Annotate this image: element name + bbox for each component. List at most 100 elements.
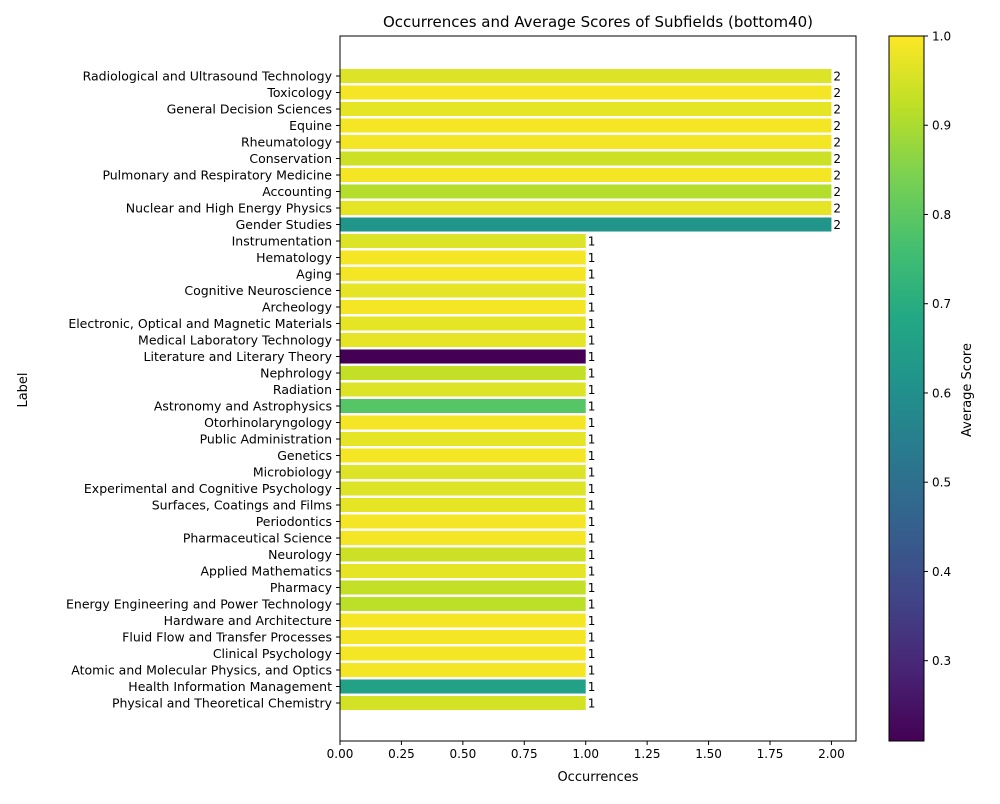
bar-value-label: 1 (588, 350, 596, 364)
bar (340, 101, 832, 117)
x-axis-ticks: 0.00 0.25 0.50 0.75 1.00 1.25 1.50 1.75 2.00 (327, 741, 845, 761)
bar (340, 316, 586, 331)
y-tick-label: Public Administration (200, 432, 332, 447)
bar (340, 695, 586, 711)
bar (340, 68, 832, 84)
y-tick-label: Electronic, Optical and Magnetic Materia… (68, 316, 332, 331)
bar (340, 613, 586, 628)
bar-value-label: 1 (588, 598, 596, 612)
y-tick-label: Periodontics (256, 514, 332, 529)
bar-value-label: 2 (833, 136, 841, 150)
bar-value-label: 1 (588, 664, 596, 678)
bar-value-label: 1 (588, 499, 596, 513)
y-tick-label: General Decision Sciences (167, 102, 332, 117)
bar (340, 250, 586, 265)
bar (340, 217, 832, 232)
colorbar-label: Average Score (960, 343, 975, 437)
bar-value-label: 1 (588, 383, 596, 397)
bar (340, 167, 832, 183)
y-tick-label: Atomic and Molecular Physics, and Optics (71, 663, 332, 678)
x-tick-label: 0.75 (511, 747, 538, 761)
colorbar-tick-label: 0.8 (932, 208, 951, 222)
y-tick-label: Nuclear and High Energy Physics (126, 201, 332, 216)
colorbar-tick-label: 0.7 (932, 297, 951, 311)
bar-value-label: 1 (588, 565, 596, 579)
bar-value-label: 1 (588, 466, 596, 480)
y-tick-labels: Radiological and Ultrasound TechnologyTo… (66, 69, 340, 711)
bar-value-label: 1 (588, 532, 596, 546)
bar (340, 349, 586, 364)
y-tick-label: Radiation (273, 382, 332, 397)
y-tick-label: Experimental and Cognitive Psychology (84, 481, 333, 496)
colorbar-tick-label: 0.3 (932, 654, 951, 668)
bar-value-label: 2 (833, 169, 841, 183)
bar-value-label: 2 (833, 103, 841, 117)
y-tick-label: Hematology (256, 250, 333, 265)
bar (340, 134, 832, 150)
chart-title: Occurrences and Average Scores of Subfie… (383, 13, 813, 31)
bar-value-label: 1 (588, 400, 596, 414)
x-tick-label: 1.75 (757, 747, 784, 761)
bar (340, 514, 586, 529)
bar (340, 184, 832, 199)
colorbar (888, 35, 925, 742)
x-tick-label: 0.00 (327, 747, 354, 761)
y-tick-label: Literature and Literary Theory (144, 349, 333, 364)
bar (340, 266, 586, 282)
colorbar-tick-label: 0.5 (932, 476, 951, 490)
y-tick-label: Physical and Theoretical Chemistry (112, 696, 333, 711)
y-tick-label: Energy Engineering and Power Technology (66, 597, 333, 612)
bar (340, 200, 832, 216)
bar (340, 151, 832, 166)
bar (340, 332, 586, 348)
x-tick-label: 1.00 (572, 747, 599, 761)
bar-value-label: 1 (588, 284, 596, 298)
bar (340, 481, 586, 496)
bar-value-label: 1 (588, 301, 596, 315)
bar (340, 118, 832, 133)
bar (340, 580, 586, 595)
bar-value-label: 1 (588, 581, 596, 595)
y-tick-label: Health Information Management (128, 679, 332, 694)
bar-value-label: 2 (833, 185, 841, 199)
bars-layer: 2 2 2 2 2 2 2 2 2 2 1 1 1 1 1 1 1 1 1 1 1 1 1 1 1 1 1 1 1 1 1 1 1 1 1 1 1 1 1 (340, 68, 841, 711)
bar-value-label: 1 (588, 367, 596, 381)
x-tick-label: 1.50 (695, 747, 722, 761)
y-tick-label: Accounting (262, 184, 332, 199)
y-axis-label: Label (16, 372, 31, 407)
y-tick-label: Neurology (268, 547, 333, 562)
y-tick-label: Archeology (262, 300, 333, 315)
y-tick-label: Medical Laboratory Technology (138, 333, 333, 348)
y-tick-label: Microbiology (253, 465, 333, 480)
y-tick-label: Astronomy and Astrophysics (154, 399, 332, 414)
y-tick-label: Nephrology (260, 366, 332, 381)
y-tick-label: Cognitive Neuroscience (184, 283, 332, 298)
bar (340, 547, 586, 562)
y-tick-label: Pulmonary and Respiratory Medicine (102, 168, 332, 183)
colorbar-tick-label: 0.6 (932, 386, 951, 400)
bar-value-label: 2 (833, 218, 841, 232)
bar-value-label: 1 (588, 334, 596, 348)
y-tick-label: Rheumatology (241, 135, 333, 150)
y-tick-label: Clinical Psychology (213, 646, 333, 661)
y-tick-label: Instrumentation (232, 234, 332, 249)
y-tick-label: Otorhinolaryngology (204, 415, 333, 430)
bar-value-label: 1 (588, 317, 596, 331)
plot-frame (339, 35, 857, 742)
y-tick-label: Pharmacy (270, 580, 333, 595)
y-tick-label: Applied Mathematics (200, 564, 332, 579)
bar-value-label: 1 (588, 449, 596, 463)
bar (340, 365, 586, 381)
bar-value-label: 2 (833, 152, 841, 166)
bar-value-label: 1 (588, 647, 596, 661)
y-tick-label: Conservation (249, 151, 332, 166)
bar (340, 464, 586, 480)
bar (340, 299, 586, 315)
bar (340, 629, 586, 645)
bar (340, 431, 586, 447)
bar (340, 563, 586, 579)
y-tick-label: Genetics (277, 448, 332, 463)
bar-value-label: 2 (833, 202, 841, 216)
